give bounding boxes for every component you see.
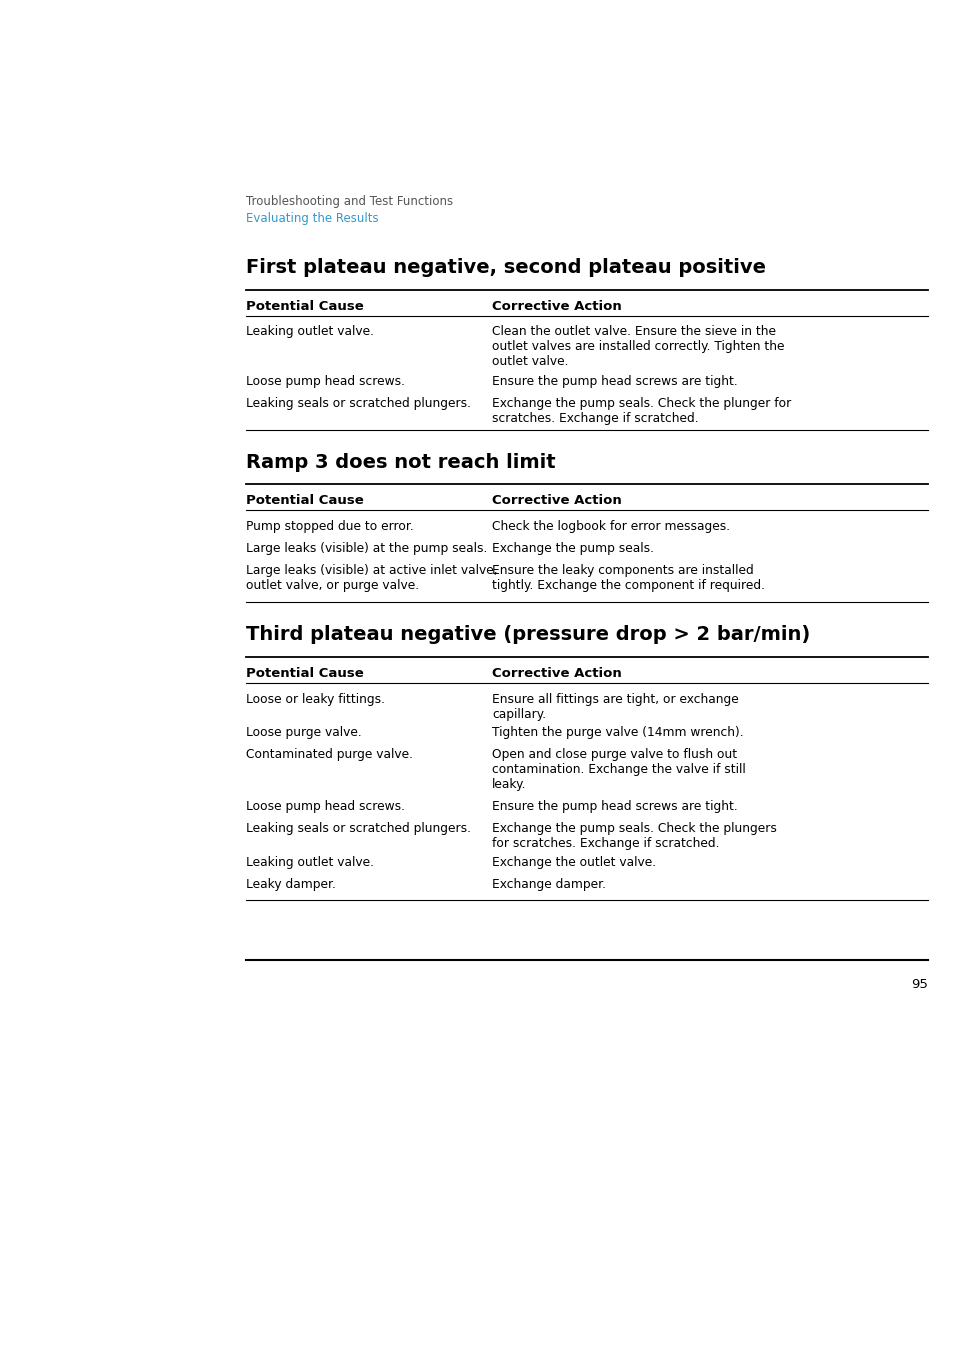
Text: Large leaks (visible) at the pump seals.: Large leaks (visible) at the pump seals. [246, 542, 487, 555]
Text: Loose pump head screws.: Loose pump head screws. [246, 800, 405, 813]
Text: Exchange the pump seals. Check the plunger for
scratches. Exchange if scratched.: Exchange the pump seals. Check the plung… [492, 397, 790, 426]
Text: Third plateau negative (pressure drop > 2 bar/min): Third plateau negative (pressure drop > … [246, 626, 809, 644]
Text: Exchange the outlet valve.: Exchange the outlet valve. [492, 857, 656, 869]
Text: Ensure all fittings are tight, or exchange
capillary.: Ensure all fittings are tight, or exchan… [492, 693, 738, 721]
Text: Exchange the pump seals.: Exchange the pump seals. [492, 542, 654, 555]
Text: Leaking outlet valve.: Leaking outlet valve. [246, 857, 374, 869]
Text: Corrective Action: Corrective Action [492, 494, 621, 507]
Text: Open and close purge valve to flush out
contamination. Exchange the valve if sti: Open and close purge valve to flush out … [492, 748, 745, 790]
Text: Exchange damper.: Exchange damper. [492, 878, 605, 892]
Text: Potential Cause: Potential Cause [246, 300, 363, 313]
Text: Exchange the pump seals. Check the plungers
for scratches. Exchange if scratched: Exchange the pump seals. Check the plung… [492, 821, 776, 850]
Text: Leaking outlet valve.: Leaking outlet valve. [246, 326, 374, 338]
Text: Loose purge valve.: Loose purge valve. [246, 725, 361, 739]
Text: Corrective Action: Corrective Action [492, 667, 621, 680]
Text: Clean the outlet valve. Ensure the sieve in the
outlet valves are installed corr: Clean the outlet valve. Ensure the sieve… [492, 326, 783, 367]
Text: Leaking seals or scratched plungers.: Leaking seals or scratched plungers. [246, 397, 471, 409]
Text: Ensure the pump head screws are tight.: Ensure the pump head screws are tight. [492, 376, 737, 388]
Text: Loose or leaky fittings.: Loose or leaky fittings. [246, 693, 385, 707]
Text: Evaluating the Results: Evaluating the Results [246, 212, 378, 226]
Text: Ensure the pump head screws are tight.: Ensure the pump head screws are tight. [492, 800, 737, 813]
Text: 95: 95 [910, 978, 927, 992]
Text: Large leaks (visible) at active inlet valve,
outlet valve, or purge valve.: Large leaks (visible) at active inlet va… [246, 563, 497, 592]
Text: Potential Cause: Potential Cause [246, 494, 363, 507]
Text: Check the logbook for error messages.: Check the logbook for error messages. [492, 520, 729, 534]
Text: Loose pump head screws.: Loose pump head screws. [246, 376, 405, 388]
Text: First plateau negative, second plateau positive: First plateau negative, second plateau p… [246, 258, 765, 277]
Text: Leaking seals or scratched plungers.: Leaking seals or scratched plungers. [246, 821, 471, 835]
Text: Potential Cause: Potential Cause [246, 667, 363, 680]
Text: Corrective Action: Corrective Action [492, 300, 621, 313]
Text: Leaky damper.: Leaky damper. [246, 878, 335, 892]
Text: Ramp 3 does not reach limit: Ramp 3 does not reach limit [246, 453, 555, 471]
Text: Pump stopped due to error.: Pump stopped due to error. [246, 520, 414, 534]
Text: Troubleshooting and Test Functions: Troubleshooting and Test Functions [246, 195, 453, 208]
Text: Ensure the leaky components are installed
tightly. Exchange the component if req: Ensure the leaky components are installe… [492, 563, 764, 592]
Text: Contaminated purge valve.: Contaminated purge valve. [246, 748, 413, 761]
Text: Tighten the purge valve (14mm wrench).: Tighten the purge valve (14mm wrench). [492, 725, 742, 739]
